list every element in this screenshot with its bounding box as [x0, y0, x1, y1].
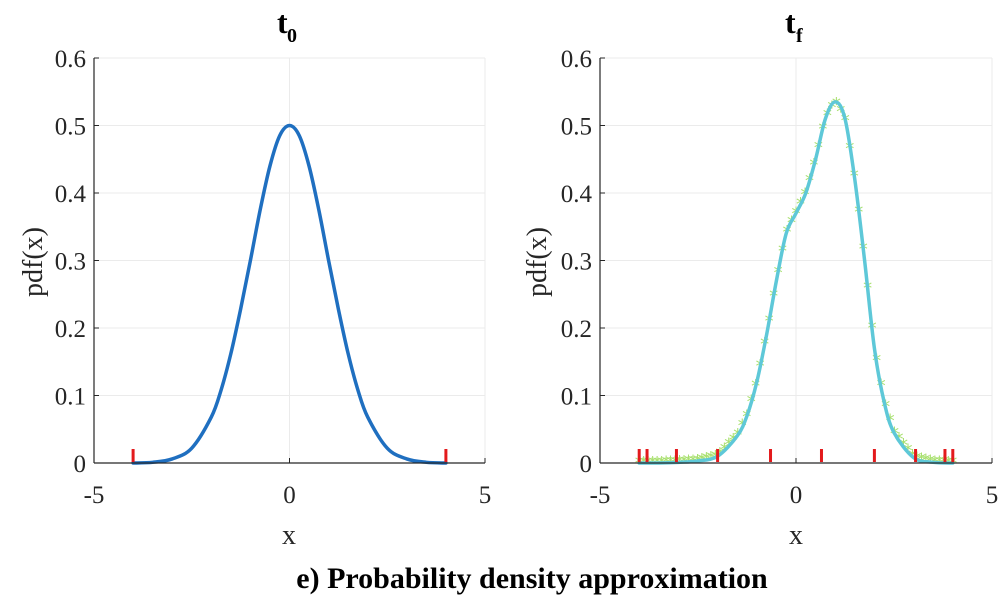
axes: 0 0.1 0.2 0.3 0.4 0.5 0.6 -5 0 5	[55, 46, 492, 509]
x-tick-label: 5	[479, 482, 492, 509]
x-tick-label: 0	[790, 482, 803, 509]
data-marker: *	[832, 94, 841, 115]
panel-tf: ******** * *******************************…	[522, 4, 998, 551]
y-tick-label: 0	[74, 451, 87, 478]
panel-title: t	[785, 4, 796, 40]
data-marker: *	[836, 102, 845, 123]
y-tick-label: 0.5	[561, 114, 592, 141]
x-tick-label: -5	[590, 482, 611, 509]
panel-t0: 0 0.1 0.2 0.3 0.4 0.5 0.6 -5 0 5 t 0 x pdf(x)	[18, 4, 491, 551]
x-tick-label: 0	[283, 482, 296, 509]
series-line-pdf	[131, 123, 448, 465]
data-marks	[131, 123, 448, 465]
panel-title-subscript: f	[796, 25, 803, 47]
grid-lines	[599, 57, 993, 464]
y-tick-label: 0.2	[55, 316, 86, 343]
y-tick-label: 0.4	[55, 181, 87, 208]
y-tick-label: 0.3	[55, 249, 86, 276]
axes: 0 0.1 0.2 0.3 0.4 0.5 0.6 -5 0 5	[561, 46, 999, 509]
x-tick-label: 5	[986, 482, 999, 509]
x-axis-label: x	[789, 520, 803, 551]
y-axis-label: pdf(x)	[522, 227, 553, 297]
y-tick-label: 0.4	[561, 181, 593, 208]
y-tick-label: 0.5	[55, 114, 86, 141]
x-tick-label: -5	[84, 482, 105, 509]
y-tick-label: 0.1	[561, 384, 592, 411]
y-tick-label: 0.3	[561, 249, 592, 276]
figure-caption: e) Probability density approximation	[296, 562, 768, 595]
y-tick-label: 0.1	[55, 384, 86, 411]
panel-title: t	[277, 4, 288, 40]
y-tick-label: 0.6	[55, 46, 86, 73]
panel-title-subscript: 0	[287, 25, 297, 47]
y-tick-label: 0.6	[561, 46, 592, 73]
y-tick-label: 0.2	[561, 316, 592, 343]
x-axis-label: x	[282, 520, 296, 551]
data-marker: *	[827, 98, 836, 119]
y-tick-label: 0	[580, 451, 593, 478]
grid-lines	[93, 57, 486, 464]
y-axis-label: pdf(x)	[18, 227, 49, 297]
